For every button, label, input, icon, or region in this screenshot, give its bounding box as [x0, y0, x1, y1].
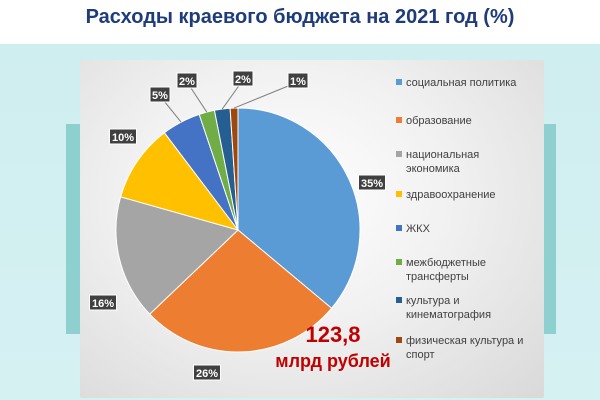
legend-swatch-7: [396, 297, 402, 303]
legend-swatch-4: [396, 191, 402, 197]
data-label-box-2: [193, 364, 221, 381]
pie-slice-3: [115, 196, 239, 315]
pie-slice-4: [119, 132, 240, 231]
pie-slice-8: [229, 107, 239, 231]
legend-label-6-line-1: межбюджетные: [406, 257, 486, 269]
data-label-6: 2%: [179, 76, 195, 88]
total-budget: 123,8 млрд рублей: [248, 322, 418, 374]
total-unit: млрд рублей: [275, 351, 391, 371]
data-label-box-5: [149, 86, 171, 103]
data-label-4: 10%: [112, 132, 134, 144]
data-label-box-1: [358, 174, 386, 191]
data-label-3: 16%: [92, 298, 114, 310]
data-label-2: 26%: [196, 368, 218, 380]
pie-slice-1: [237, 107, 361, 309]
legend-label-8-line-2: спорт: [406, 349, 435, 361]
data-label-7: 2%: [235, 74, 251, 86]
legend-label-1: социальная политика: [406, 77, 517, 89]
data-label-box-4: [109, 128, 137, 145]
leader-line-8: [233, 81, 299, 109]
legend-swatch-6: [396, 259, 402, 265]
legend-label-6-line-2: трансферты: [406, 271, 469, 283]
pie-slice-2: [148, 229, 333, 353]
legend-swatch-3: [396, 151, 402, 157]
data-label-box-8: [287, 72, 309, 89]
data-label-8: 1%: [290, 76, 306, 88]
data-label-5: 5%: [152, 90, 168, 102]
legend-swatch-8: [396, 337, 402, 343]
legend-label-5: ЖКХ: [406, 223, 431, 235]
data-label-1: 35%: [361, 178, 383, 190]
page-title: Расходы краевого бюджета на 2021 год (%): [85, 6, 515, 28]
legend-label-4: здравоохранение: [406, 189, 496, 201]
legend-label-2: образование: [406, 115, 472, 127]
legend-label-3-line-2: экономика: [406, 163, 461, 175]
data-label-box-7: [232, 70, 254, 87]
legend-label-7-line-2: кинематография: [406, 309, 491, 321]
data-label-box-3: [89, 294, 117, 311]
legend-swatch-1: [396, 79, 402, 85]
total-value: 123,8: [305, 322, 361, 347]
legend-label-8-line-1: физическая культура и: [406, 335, 523, 347]
legend-swatch-2: [396, 117, 402, 123]
data-label-box-6: [176, 72, 198, 89]
legend-swatch-5: [396, 225, 402, 231]
legend-label-7-line-1: культура и: [406, 295, 459, 307]
legend-label-3-line-1: национальная: [406, 149, 479, 161]
